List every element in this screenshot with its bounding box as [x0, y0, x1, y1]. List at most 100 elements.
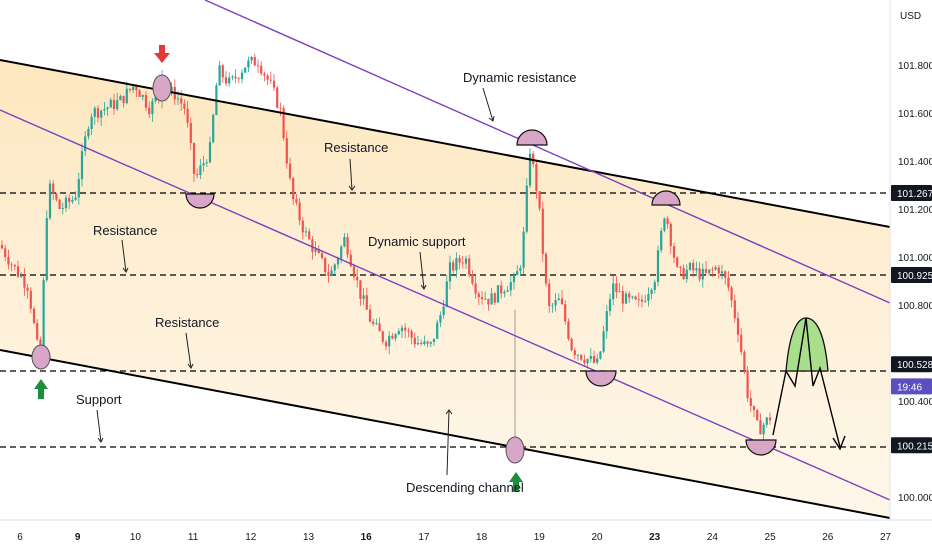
svg-text:19:46: 19:46	[897, 382, 922, 393]
candle	[93, 105, 96, 125]
candle	[647, 287, 650, 307]
candle	[26, 283, 29, 299]
x-tick-label: 10	[130, 532, 142, 543]
svg-text:100.215: 100.215	[897, 441, 932, 452]
y-tick-label: 100.800	[898, 301, 932, 312]
candle	[516, 265, 519, 276]
x-tick-label: 12	[245, 532, 257, 543]
candle	[138, 89, 141, 97]
candle	[186, 101, 189, 128]
x-tick-label: 18	[476, 532, 488, 543]
candle	[132, 86, 135, 94]
candle	[365, 287, 368, 310]
price-axis-background[interactable]	[890, 0, 932, 520]
candle	[458, 254, 461, 270]
circle-marker	[152, 74, 172, 102]
y-tick-label: 100.000	[898, 493, 932, 504]
horizontal-levels	[0, 192, 890, 448]
candle	[90, 113, 93, 135]
annotation-dynamic-resistance: Dynamic resistance	[463, 70, 576, 85]
candle	[202, 155, 205, 172]
candle	[484, 291, 487, 300]
up-arrow-icon	[509, 472, 523, 492]
y-ticks: 101.800 101.600 101.400 101.200 101.000 100.8…	[898, 61, 932, 504]
candle	[432, 338, 436, 346]
candle	[714, 264, 717, 271]
candle	[685, 264, 688, 283]
x-tick-label: 9	[75, 532, 81, 543]
candle	[413, 332, 416, 348]
channel-lower-line	[0, 349, 891, 519]
candle	[276, 85, 279, 109]
candle	[346, 232, 349, 259]
candle	[464, 255, 468, 269]
candle	[628, 291, 631, 303]
candle	[23, 268, 26, 296]
candle	[327, 264, 330, 283]
time-axis-background[interactable]	[0, 520, 932, 550]
candle	[621, 285, 624, 312]
candle	[308, 228, 311, 240]
candle	[228, 72, 231, 87]
candle	[759, 413, 762, 435]
candle	[295, 194, 298, 206]
candle	[688, 261, 692, 272]
candle	[311, 236, 314, 260]
annotation-descending-channel: Descending channel	[406, 480, 524, 495]
candle	[237, 77, 240, 84]
candle	[420, 339, 423, 346]
candle	[4, 244, 7, 262]
candle	[103, 101, 106, 116]
candle	[564, 300, 567, 325]
candle	[205, 159, 208, 168]
candle	[679, 266, 682, 275]
candle	[269, 71, 272, 84]
candle	[400, 325, 404, 338]
annotation-arrows	[96, 87, 495, 476]
candle	[20, 272, 23, 279]
candle	[0, 240, 4, 250]
candle	[695, 261, 698, 277]
candle	[77, 172, 80, 205]
y-tick-label: 101.000	[898, 253, 932, 264]
candle	[224, 71, 228, 86]
candle	[733, 294, 736, 323]
circle-marker	[505, 436, 525, 464]
candle	[282, 105, 285, 141]
candle	[64, 194, 68, 212]
candle	[736, 311, 740, 343]
candle	[618, 283, 621, 293]
annotation-resistance-2: Resistance	[93, 223, 157, 238]
candle	[352, 263, 356, 281]
candle	[87, 126, 90, 140]
candle	[608, 293, 612, 316]
candle	[644, 294, 647, 303]
projection-path	[772, 317, 841, 448]
candle	[330, 265, 333, 277]
candle	[362, 288, 365, 306]
candle	[263, 71, 266, 82]
candle	[637, 292, 640, 307]
price-label: 100.528	[891, 356, 932, 373]
candle	[752, 405, 756, 418]
candle	[52, 180, 55, 201]
candle	[602, 325, 605, 354]
candle	[48, 179, 52, 221]
candle	[247, 56, 250, 73]
candle	[253, 53, 256, 66]
candle	[119, 94, 122, 101]
candle	[298, 197, 301, 226]
circle-marker	[31, 344, 51, 370]
candle	[231, 75, 234, 81]
candle	[765, 416, 768, 428]
candle	[381, 330, 384, 345]
candle	[653, 279, 656, 294]
candle	[397, 328, 400, 336]
candle	[151, 98, 154, 122]
candle	[474, 275, 477, 299]
candle	[711, 266, 714, 277]
candle	[650, 288, 653, 300]
circle-markers	[31, 74, 525, 464]
candle	[109, 97, 112, 108]
